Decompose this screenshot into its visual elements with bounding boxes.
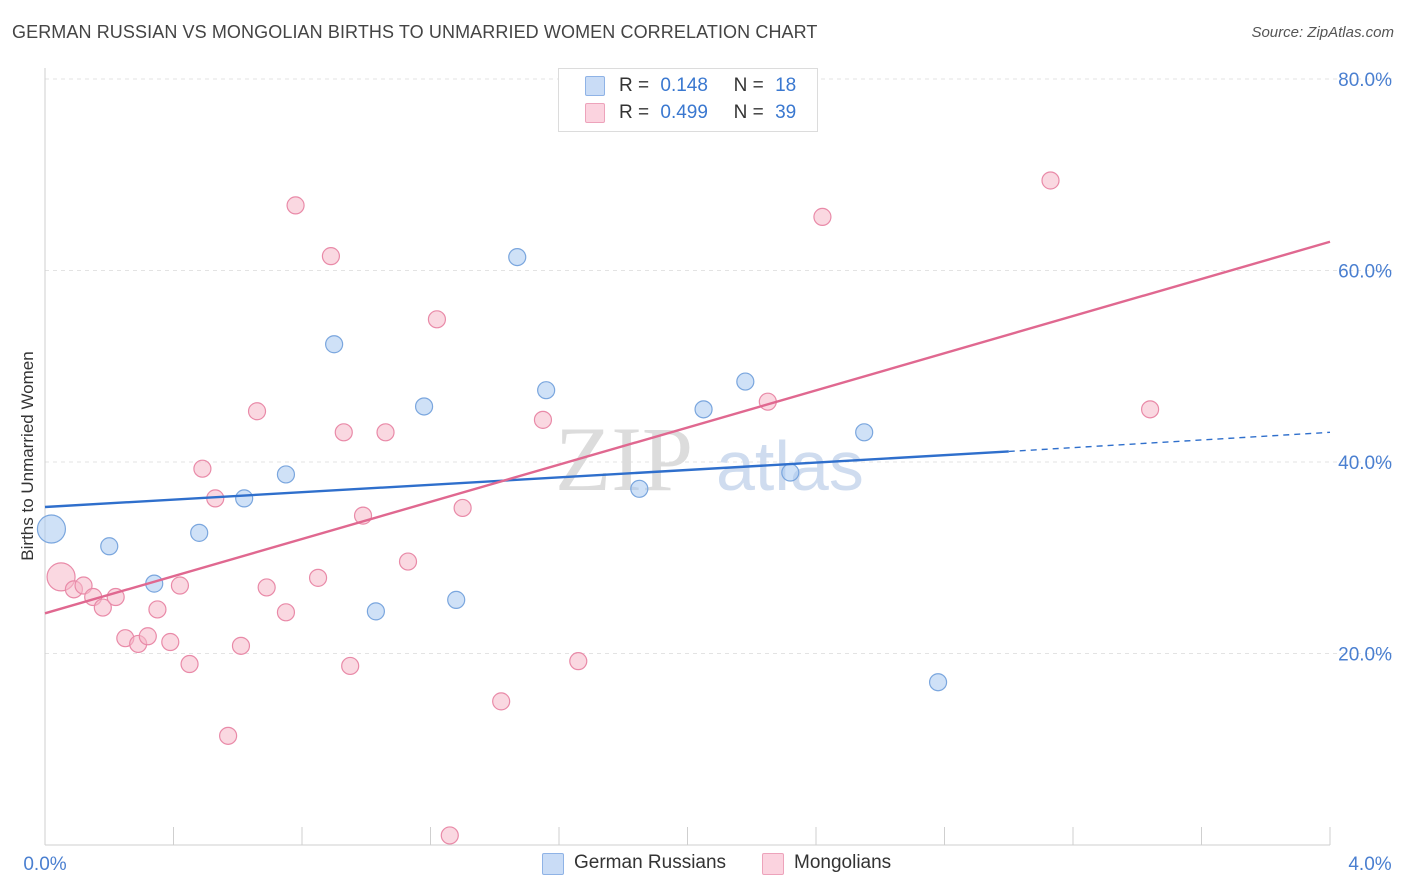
trend-line-german-russians	[44, 450, 1009, 509]
point-german-russians	[414, 397, 434, 416]
point-mongolians	[427, 310, 447, 329]
point-mongolians	[453, 498, 472, 518]
point-german-russians	[736, 372, 755, 391]
n-value: 18	[775, 75, 797, 96]
point-mongolians	[231, 636, 251, 655]
point-german-russians	[100, 537, 119, 556]
point-mongolians	[398, 552, 418, 571]
point-mongolians	[93, 598, 112, 617]
point-german-russians	[190, 523, 209, 542]
point-mongolians	[161, 632, 180, 652]
r-label: R =	[619, 102, 650, 123]
gridlines	[45, 78, 1392, 654]
point-german-russians	[537, 381, 556, 400]
point-mongolians	[569, 652, 588, 671]
legend-swatch-mongolians	[585, 103, 605, 123]
watermark: ZIP atlas	[555, 408, 864, 510]
x-tick-label-max: 4.0%	[1348, 854, 1391, 875]
data-points	[36, 171, 1160, 845]
point-german-russians	[276, 465, 296, 484]
point-mongolians	[376, 423, 395, 442]
point-german-russians	[235, 489, 254, 508]
point-mongolians	[138, 627, 157, 646]
r-label: R =	[619, 75, 650, 96]
point-german-russians	[325, 335, 344, 354]
trend-line-mongolians	[44, 240, 1331, 615]
point-mongolians	[533, 410, 553, 429]
correlation-legend: R = 0.148 N = 18 R = 0.499 N = 39	[558, 68, 818, 132]
chart-title: GERMAN RUSSIAN VS MONGOLIAN BIRTHS TO UN…	[12, 22, 818, 42]
series-name-german-russians: German Russians	[574, 852, 727, 873]
point-german-russians	[855, 423, 874, 442]
point-mongolians	[813, 207, 832, 226]
legend-stats-mongolians: R = 0.499 N = 39	[619, 102, 796, 124]
n-label: N =	[733, 75, 764, 96]
y-tick-label: 60.0%	[1338, 262, 1392, 283]
r-value: 0.499	[660, 102, 708, 123]
legend-swatch-german-russians	[585, 76, 605, 96]
x-tick-label-min: 0.0%	[23, 854, 66, 875]
point-german-russians	[781, 463, 800, 482]
n-label: N =	[733, 102, 764, 123]
point-german-russians	[36, 514, 67, 544]
y-tick-label: 40.0%	[1338, 453, 1392, 474]
point-mongolians	[286, 196, 305, 215]
axes	[44, 68, 1331, 846]
series-swatch-german-russians	[542, 853, 564, 875]
point-mongolians	[170, 576, 190, 595]
series-swatch-mongolians	[762, 853, 784, 875]
point-mongolians	[1140, 400, 1160, 419]
point-german-russians	[630, 479, 649, 498]
point-mongolians	[1041, 171, 1060, 190]
point-mongolians	[334, 423, 353, 442]
point-mongolians	[257, 578, 276, 597]
point-german-russians	[928, 673, 948, 692]
y-tick-label: 20.0%	[1338, 645, 1392, 666]
legend-stats-german-russians: R = 0.148 N = 18	[619, 75, 796, 97]
point-german-russians	[508, 247, 527, 267]
point-mongolians	[276, 603, 296, 622]
point-mongolians	[440, 826, 459, 845]
tick-labels: 20.0% 40.0% 60.0% 80.0% 0.0% 4.0%	[23, 70, 1392, 875]
point-mongolians	[193, 459, 212, 478]
series-legend: German Russians Mongolians	[0, 852, 1406, 878]
point-mongolians	[180, 654, 199, 674]
point-mongolians	[321, 247, 341, 266]
r-value: 0.148	[660, 75, 708, 96]
source-credit: Source: ZipAtlas.com	[1251, 24, 1394, 41]
point-german-russians	[694, 400, 713, 419]
point-mongolians	[341, 656, 360, 676]
point-mongolians	[247, 402, 267, 421]
point-mongolians	[492, 692, 511, 711]
point-mongolians	[148, 600, 167, 619]
point-german-russians	[366, 602, 385, 621]
point-mongolians	[219, 726, 238, 745]
n-value: 39	[775, 102, 797, 123]
series-name-mongolians: Mongolians	[794, 852, 892, 873]
trend-lines	[44, 240, 1331, 615]
point-mongolians	[308, 568, 328, 587]
point-german-russians	[447, 590, 466, 609]
trend-extension-german-russians	[1008, 431, 1331, 453]
y-tick-label: 80.0%	[1338, 70, 1392, 91]
